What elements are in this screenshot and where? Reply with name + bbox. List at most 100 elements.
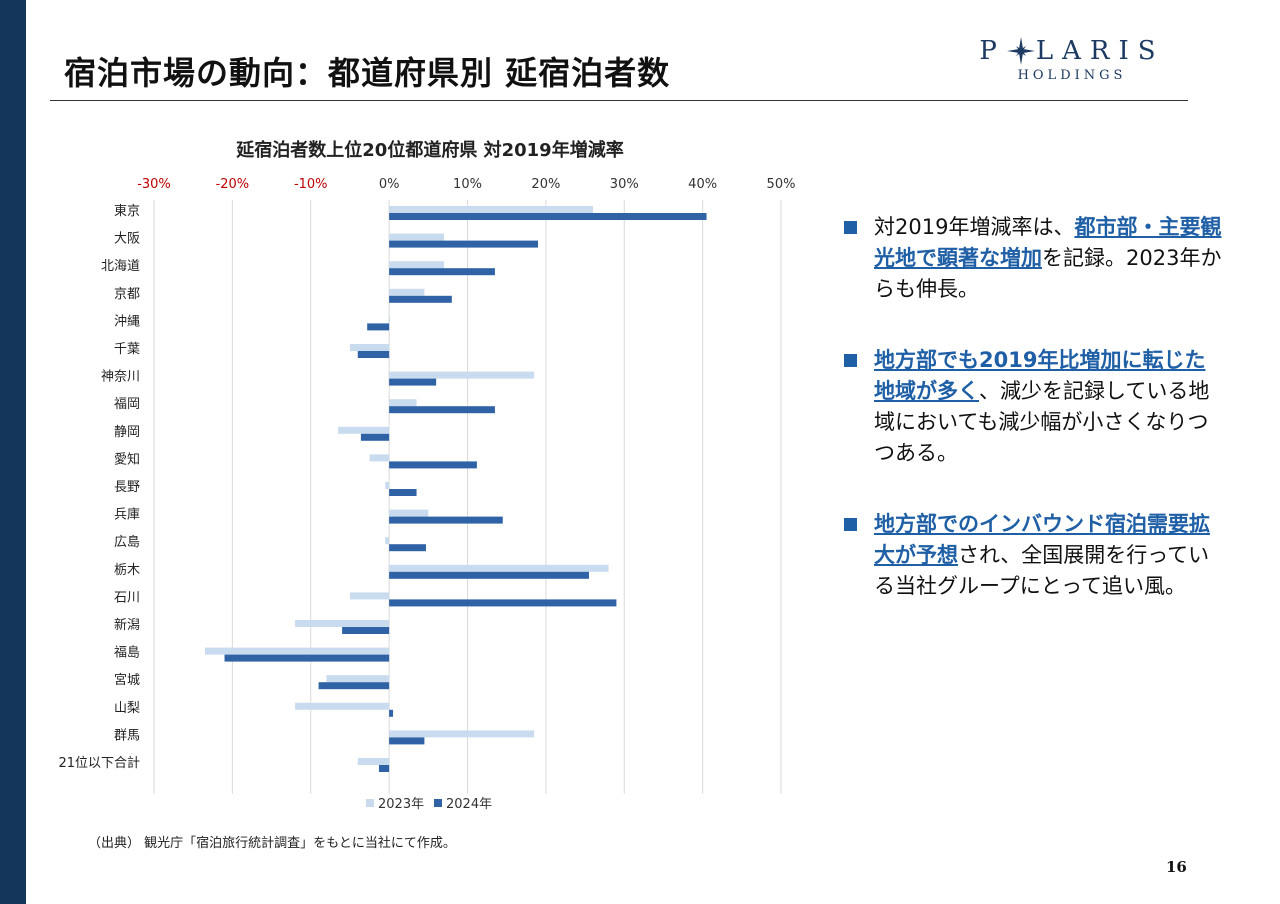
legend-swatch (434, 799, 442, 807)
bar-2023 (389, 371, 535, 379)
bullet-highlight-text: 地方部でも2019年比増加に転じた地域が多く (874, 348, 1206, 403)
x-tick-label: -30% (137, 177, 171, 192)
category-label: 福島 (114, 646, 140, 661)
category-label: 沖縄 (114, 314, 140, 329)
category-label: 広島 (114, 535, 140, 550)
bar-2024 (389, 489, 417, 496)
x-tick-label: 20% (531, 177, 560, 192)
category-label: 山梨 (114, 701, 140, 716)
bar-chart: -30% -20% -10% 0% 10% 20% 30% 40% 50% 東京大阪北海道京都沖縄… (58, 177, 795, 812)
x-tick-label: 10% (453, 177, 482, 192)
bar-2023 (389, 399, 417, 407)
category-label: 福岡 (114, 397, 140, 412)
sidebar-bar (0, 0, 26, 904)
logo-letter-p: P (979, 36, 1006, 66)
bar-2023 (385, 537, 390, 545)
bullet-highlight-text: 地方部でのインバウンド宿泊需要拡大が予想 (874, 512, 1210, 567)
bar-2023 (369, 454, 390, 462)
bar-2024 (378, 765, 390, 772)
page-title: 宿泊市場の動向：都道府県別 延宿泊者数 (64, 54, 671, 92)
bar-2024 (389, 240, 539, 248)
bar-2024 (224, 654, 390, 662)
bar-2024 (367, 323, 390, 331)
compass-star-icon (1006, 37, 1035, 65)
page-number: 16 (1166, 858, 1187, 876)
bullet-list: 対2019年増減率は、都市部・主要観光地で顕著な増加を記録。2023年からも伸長… (842, 212, 1222, 642)
legend-label: 2023年 (378, 797, 424, 812)
chart-title: 延宿泊者数上位20位都道府県 対2019年増減率 (236, 140, 624, 161)
bar-2024 (342, 627, 390, 634)
bar-2023 (326, 675, 390, 683)
bullet-item: 地方部でも2019年比増加に転じた地域が多く、減少を記録している地域においても減… (842, 345, 1222, 469)
bullet-text: 対2019年増減率は、 (874, 215, 1075, 239)
bullet-text: 、減少を記録している地域においても減少幅が小さくなりつつある。 (874, 379, 1210, 465)
bar-2024 (389, 213, 707, 220)
company-logo: P LARIS HOLDINGS (968, 36, 1176, 83)
category-label: 京都 (114, 287, 140, 302)
bar-2024 (389, 709, 394, 717)
bullet-text: され、全国展開を行っている当社グループにとって追い風。 (874, 543, 1210, 598)
bar-2023 (385, 482, 390, 489)
bar-2024 (389, 516, 503, 524)
x-tick-label: 30% (610, 177, 639, 192)
category-label: 大阪 (114, 232, 140, 247)
bar-2024 (389, 544, 426, 552)
bar-2023 (389, 288, 425, 296)
bullet-item: 対2019年増減率は、都市部・主要観光地で顕著な増加を記録。2023年からも伸長… (842, 212, 1222, 305)
bar-2024 (389, 268, 495, 276)
category-label: 愛知 (114, 451, 140, 467)
category-label: 群馬 (114, 728, 140, 743)
category-label: 北海道 (101, 259, 140, 274)
bullet-item: 地方部でのインバウンド宿泊需要拡大が予想され、全国展開を行っている当社グループに… (842, 509, 1222, 602)
bullet-square-icon (844, 354, 857, 367)
bullet-highlight-text: 都市部・主要観光地で顕著な増加 (874, 215, 1222, 270)
title-divider (50, 100, 1188, 101)
category-label: 兵庫 (114, 508, 140, 523)
x-tick-label: 0% (379, 177, 400, 192)
bar-2023 (389, 261, 444, 269)
bullet-text: を記録。2023年からも伸長。 (874, 246, 1222, 301)
bar-2024 (389, 737, 425, 745)
bar-2024 (360, 433, 390, 441)
bar-2023 (389, 206, 593, 213)
bar-2024 (389, 295, 452, 303)
source-note: （出典） 観光庁「宿泊旅行統計調査」をもとに当社にて作成。 (88, 836, 456, 851)
bar-2023 (204, 647, 390, 655)
category-label: 石川 (114, 590, 140, 605)
bar-2023 (349, 592, 390, 600)
logo-subtitle: HOLDINGS (1017, 68, 1127, 83)
logo-wordmark: P LARIS (968, 36, 1176, 66)
category-label: 千葉 (114, 342, 140, 357)
category-label: 栃木 (114, 563, 140, 578)
bar-2023 (357, 758, 390, 765)
category-label: 長野 (114, 480, 140, 495)
bar-2023 (295, 620, 390, 627)
bar-2023 (389, 316, 390, 324)
category-label: 東京 (114, 203, 140, 219)
bar-2024 (318, 682, 390, 690)
legend-swatch (366, 799, 374, 807)
bullet-square-icon (844, 518, 857, 531)
category-label: 神奈川 (101, 370, 140, 385)
x-tick-label: 40% (688, 177, 717, 192)
bar-2024 (357, 351, 390, 358)
category-label: 静岡 (114, 425, 140, 440)
bar-2023 (389, 233, 444, 241)
bar-2023 (295, 702, 390, 710)
bar-2023 (389, 564, 609, 572)
logo-letters-laris: LARIS (1035, 36, 1165, 66)
category-label: 新潟 (114, 617, 140, 633)
x-tick-label: -20% (216, 177, 250, 192)
bar-2023 (389, 730, 535, 738)
bar-2023 (349, 344, 390, 351)
bar-2023 (389, 509, 429, 517)
bar-2024 (389, 571, 589, 579)
bar-2024 (389, 378, 437, 386)
bar-2024 (389, 406, 495, 414)
category-label: 21位以下合計 (58, 755, 140, 771)
bullet-square-icon (844, 221, 857, 234)
x-tick-label: -10% (294, 177, 328, 192)
category-label: 宮城 (114, 672, 140, 688)
bar-2023 (338, 426, 390, 434)
legend-label: 2024年 (446, 797, 492, 812)
